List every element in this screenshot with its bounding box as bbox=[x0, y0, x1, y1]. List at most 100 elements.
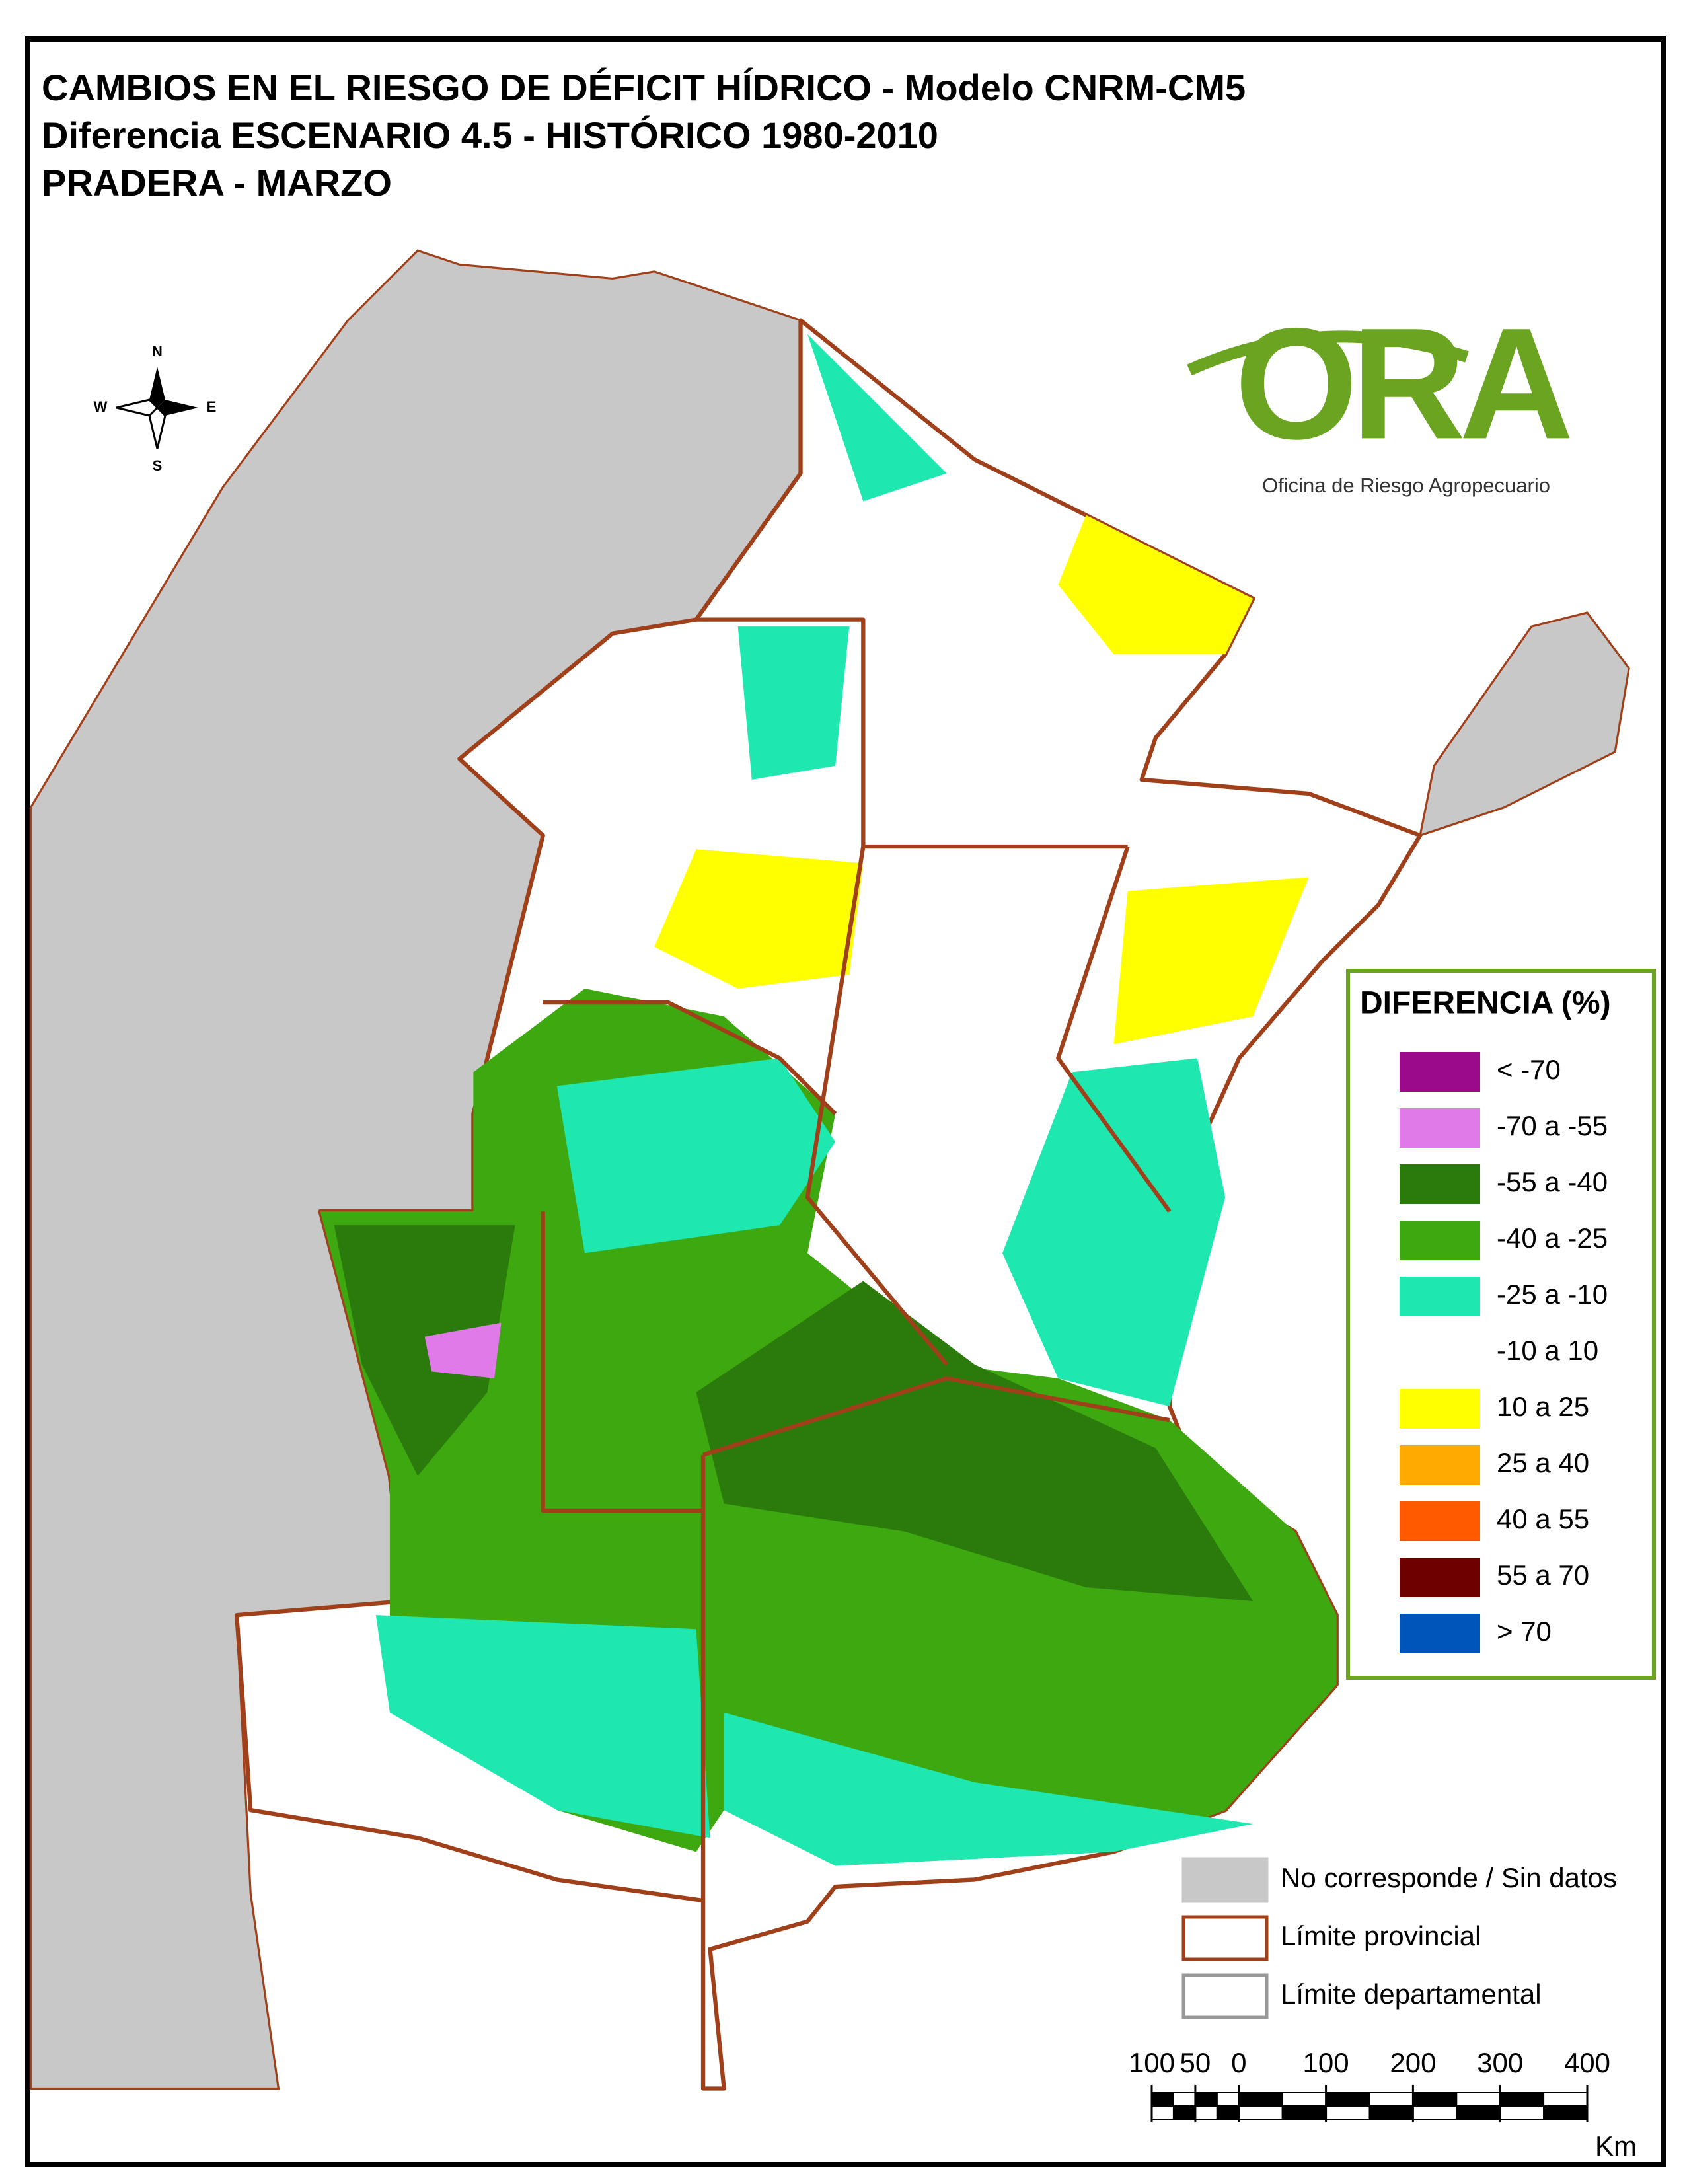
logo-subtitle: Oficina de Riesgo Agropecuario bbox=[1262, 474, 1550, 497]
zone-dark-green bbox=[696, 1281, 1254, 1602]
zone-yellow bbox=[1058, 515, 1254, 655]
scale-segment bbox=[1368, 2092, 1414, 2107]
scale-segment bbox=[1216, 2105, 1240, 2120]
legend-swatch bbox=[1400, 1614, 1480, 1653]
scale-segment bbox=[1499, 2092, 1545, 2107]
zone-teal bbox=[556, 1058, 836, 1254]
zone-purple bbox=[424, 1322, 502, 1378]
scale-segment bbox=[1456, 2092, 1501, 2107]
scale-segment bbox=[1412, 2092, 1458, 2107]
scale-segment bbox=[1281, 2105, 1327, 2120]
zone-teal bbox=[375, 1615, 710, 1838]
scale-label: 200 bbox=[1390, 2047, 1436, 2078]
scale-segment bbox=[1543, 2092, 1589, 2107]
scale-segment bbox=[1151, 2105, 1174, 2120]
legend-swatch bbox=[1400, 1277, 1480, 1316]
map-legend-swatch bbox=[1181, 1857, 1269, 1903]
legend-title: DIFERENCIA (%) bbox=[1360, 986, 1611, 1021]
map-legend-label: Límite provincial bbox=[1281, 1920, 1481, 1951]
compass-arrow bbox=[157, 400, 198, 416]
provincial-border bbox=[543, 1000, 837, 1115]
legend-label: 55 a 70 bbox=[1497, 1560, 1589, 1591]
scale-segment bbox=[1543, 2105, 1589, 2120]
scale-segment bbox=[1412, 2105, 1458, 2120]
compass-label: S bbox=[153, 457, 163, 474]
legend-label: -40 a -25 bbox=[1497, 1223, 1608, 1254]
scale-segment bbox=[1281, 2092, 1327, 2107]
legend-label: 25 a 40 bbox=[1497, 1447, 1589, 1478]
scale-label: 400 bbox=[1564, 2047, 1610, 2078]
legend-label: -70 a -55 bbox=[1497, 1110, 1608, 1141]
logo: ORA Oficina de Riesgo Agropecuario bbox=[1187, 295, 1576, 497]
legend-swatch bbox=[1400, 1558, 1480, 1597]
title-line: CAMBIOS EN EL RIESGO DE DÉFICIT HÍDRICO … bbox=[42, 67, 1246, 108]
compass-label: W bbox=[94, 398, 108, 415]
legend-label: -25 a -10 bbox=[1497, 1279, 1608, 1310]
scale-unit: Km bbox=[1595, 2130, 1637, 2162]
scale-segment bbox=[1499, 2105, 1545, 2120]
compass-label: N bbox=[152, 343, 163, 359]
provincial-border bbox=[1056, 846, 1172, 1213]
legend-swatch bbox=[1400, 1389, 1480, 1429]
zone-yellow bbox=[654, 849, 864, 989]
provincial-border bbox=[541, 1211, 704, 1513]
scale-segment bbox=[1194, 2092, 1218, 2107]
map bbox=[29, 249, 1630, 2091]
legend-label: > 70 bbox=[1497, 1616, 1552, 1647]
scale-segment bbox=[1194, 2105, 1218, 2120]
scale-label: 0 bbox=[1231, 2047, 1246, 2078]
title-line: Diferencia ESCENARIO 4.5 - HISTÓRICO 198… bbox=[42, 114, 938, 156]
provincial-border bbox=[702, 1376, 1170, 1457]
scale-label: 100 bbox=[1303, 2047, 1349, 2078]
legend-swatch bbox=[1400, 1333, 1480, 1373]
scale-segment bbox=[1456, 2105, 1501, 2120]
legend-swatch bbox=[1400, 1164, 1480, 1204]
logo-swoosh bbox=[1187, 330, 1469, 376]
legend: < -70 -70 a -55 -55 a -40 -40 a -25 -25 a -1… bbox=[1400, 1052, 1608, 1653]
scale-label: 100 bbox=[1129, 2047, 1175, 2078]
map-legend-label: Límite departamental bbox=[1281, 1978, 1542, 2010]
provincial-border bbox=[805, 846, 949, 1366]
zone-yellow bbox=[1113, 877, 1309, 1045]
zone-teal bbox=[1002, 1058, 1226, 1407]
scale-segment bbox=[1238, 2092, 1283, 2107]
legend-swatch bbox=[1400, 1501, 1480, 1541]
scale-segment bbox=[1216, 2092, 1240, 2107]
provincial-border bbox=[696, 617, 1128, 849]
legend-swatch bbox=[1400, 1221, 1480, 1260]
map-legend-swatch bbox=[1181, 1915, 1269, 1961]
scale-segment bbox=[1172, 2092, 1196, 2107]
logo-name: ORA bbox=[1234, 295, 1569, 472]
legend-label: -55 a -40 bbox=[1497, 1166, 1608, 1197]
legend-swatch bbox=[1400, 1108, 1480, 1148]
scale-segment bbox=[1325, 2092, 1370, 2107]
legend-label: 10 a 25 bbox=[1497, 1391, 1589, 1422]
scale-segment bbox=[1238, 2105, 1283, 2120]
scale-segment bbox=[1151, 2092, 1174, 2107]
scale-label: 300 bbox=[1477, 2047, 1523, 2078]
scale-segment bbox=[1172, 2105, 1196, 2120]
zone-teal bbox=[737, 626, 850, 780]
legend-label: < -70 bbox=[1497, 1054, 1561, 1085]
legend-box bbox=[1346, 969, 1656, 1680]
compass-label: E bbox=[207, 398, 217, 415]
zone-teal bbox=[724, 1712, 1254, 1866]
map-legend-label: No corresponde / Sin datos bbox=[1281, 1862, 1617, 1893]
scale-label: 50 bbox=[1180, 2047, 1211, 2078]
scale-segment bbox=[1325, 2105, 1370, 2120]
legend-label: -10 a 10 bbox=[1497, 1335, 1598, 1366]
zone-teal bbox=[807, 334, 947, 502]
compass-arrow bbox=[149, 367, 165, 408]
compass: N S W E bbox=[94, 343, 217, 474]
map-legend: No corresponde / Sin datos Límite provinc… bbox=[1181, 1857, 1617, 2019]
legend-swatch bbox=[1400, 1445, 1480, 1485]
scale-segment bbox=[1368, 2105, 1414, 2120]
map-legend-swatch bbox=[1181, 1973, 1269, 2019]
legend-swatch bbox=[1400, 1052, 1480, 1092]
no-data-area bbox=[1419, 611, 1630, 837]
title-block: CAMBIOS EN EL RIESGO DE DÉFICIT HÍDRICO … bbox=[42, 67, 1246, 204]
title-line: PRADERA - MARZO bbox=[42, 162, 392, 204]
